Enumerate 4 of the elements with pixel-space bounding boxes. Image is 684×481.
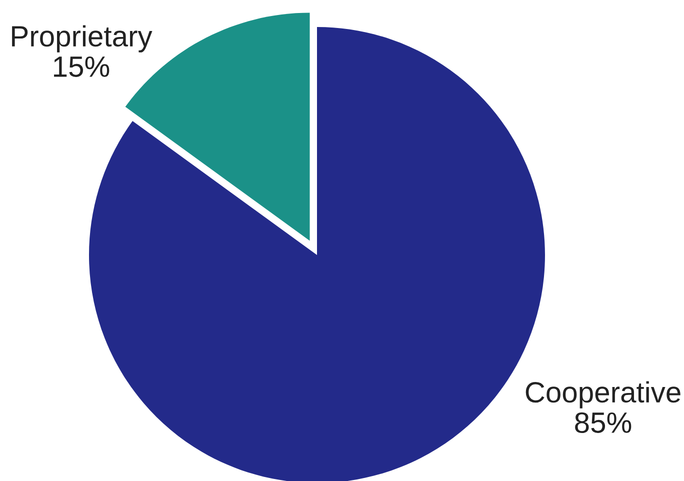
slice-label: Cooperative [526, 381, 680, 408]
slice-label: Proprietary [12, 25, 152, 52]
data-label: 85% [575, 412, 632, 434]
data-label: 15% [54, 56, 110, 78]
